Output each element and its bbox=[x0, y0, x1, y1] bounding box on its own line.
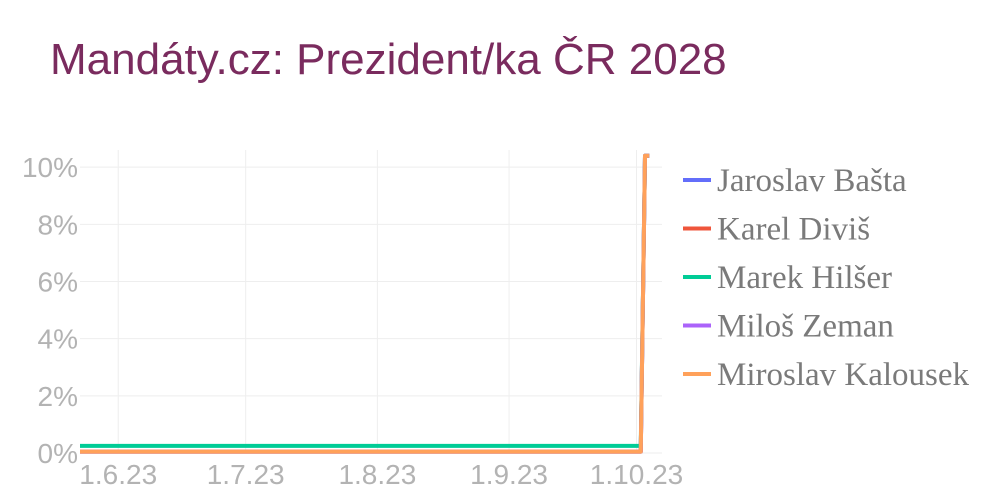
x-tick-label: 1.10.23 bbox=[590, 459, 683, 490]
y-tick-label: 4% bbox=[38, 324, 78, 355]
legend-item[interactable]: Marek Hilšer bbox=[683, 260, 892, 296]
legend[interactable]: Jaroslav Bašta Karel Diviš Marek Hilšer Mil… bbox=[683, 163, 970, 393]
series-layer bbox=[80, 153, 650, 454]
y-tick-label: 2% bbox=[38, 381, 78, 412]
y-tick-label: 10% bbox=[22, 152, 78, 183]
y-tick-label: 8% bbox=[38, 209, 78, 240]
legend-item[interactable]: Karel Diviš bbox=[683, 212, 870, 248]
y-tick-label: 6% bbox=[38, 266, 78, 297]
x-tick-label: 1.9.23 bbox=[470, 459, 548, 490]
series-line[interactable] bbox=[80, 153, 650, 454]
legend-label: Miloš Zeman bbox=[717, 309, 894, 345]
chart-title: Mandáty.cz: Prezident/ka ČR 2028 bbox=[50, 35, 727, 84]
series-line[interactable] bbox=[80, 153, 650, 454]
legend-item[interactable]: Miroslav Kalousek bbox=[683, 357, 970, 393]
legend-label: Jaroslav Bašta bbox=[717, 163, 907, 199]
x-tick-label: 1.7.23 bbox=[207, 459, 285, 490]
series-line[interactable] bbox=[80, 153, 650, 454]
x-axis-tick-labels: 1.6.23 1.7.23 1.8.23 1.9.23 1.10.23 bbox=[79, 459, 683, 490]
series-line[interactable] bbox=[80, 153, 650, 448]
legend-label: Marek Hilšer bbox=[717, 260, 892, 296]
legend-label: Karel Diviš bbox=[717, 212, 870, 248]
y-axis-tick-labels: 0% 2% 4% 6% 8% 10% bbox=[22, 152, 78, 469]
x-tick-label: 1.8.23 bbox=[338, 459, 416, 490]
series-line[interactable] bbox=[80, 153, 650, 454]
x-tick-label: 1.6.23 bbox=[79, 459, 157, 490]
legend-item[interactable]: Jaroslav Bašta bbox=[683, 163, 907, 199]
grid-layer bbox=[80, 150, 662, 454]
legend-item[interactable]: Miloš Zeman bbox=[683, 309, 894, 345]
legend-label: Miroslav Kalousek bbox=[717, 357, 970, 393]
y-tick-label: 0% bbox=[38, 438, 78, 469]
